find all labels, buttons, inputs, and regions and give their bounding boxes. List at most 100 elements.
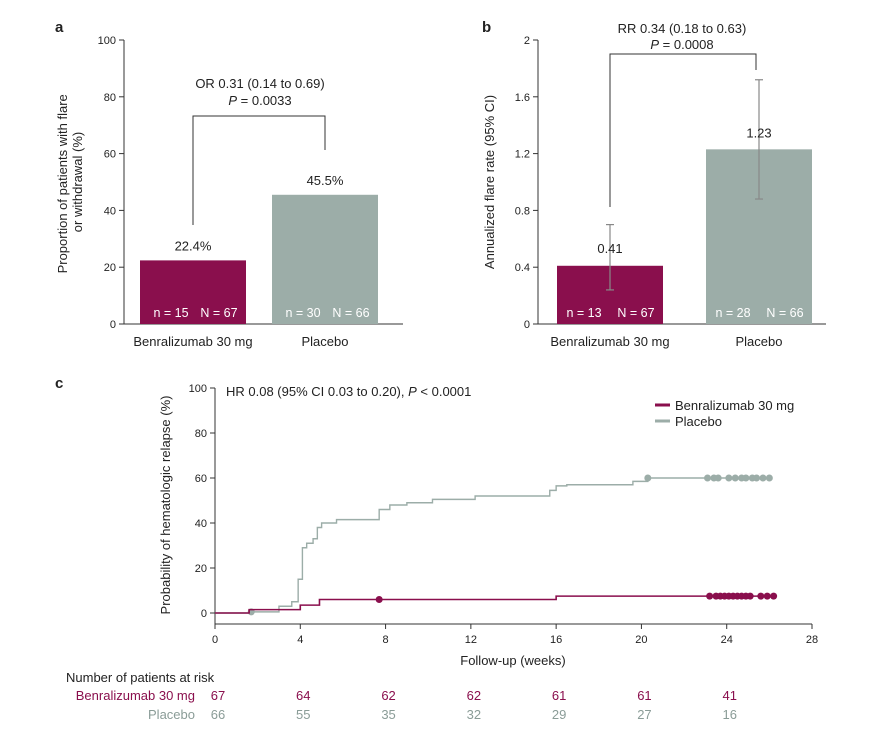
risk-value: 35 [381,707,395,722]
c-x-tick-label: 4 [297,634,303,646]
risk-table-title: Number of patients at risk [66,670,215,685]
a-bar-0 [140,260,246,324]
b-rate-ratio-text: RR 0.34 (0.18 to 0.63) [618,21,747,36]
risk-table: Number of patients at risk Benralizumab … [66,670,737,722]
a-value-label: 45.5% [307,173,344,188]
c-censor-mark-benralizumab [770,592,778,600]
legend-label-placebo: Placebo [675,414,722,429]
a-bar-N-label: N = 66 [332,306,369,320]
a-y-tick-label: 20 [104,262,116,274]
a-bar-n-label: n = 30 [285,306,320,320]
c-x-tick-label: 24 [721,634,733,646]
b-bar-N-label: N = 67 [617,306,654,320]
c-y-tick-label: 20 [195,563,207,575]
c-censor-mark-placebo [725,474,733,482]
b-bar-N-label: N = 66 [766,306,803,320]
b-y-tick-label: 0.8 [515,205,530,217]
b-y-tick-label: 1.2 [515,149,530,161]
risk-value: 16 [722,707,736,722]
c-x-axis-label: Follow-up (weeks) [460,653,565,668]
risk-value: 64 [296,688,310,703]
a-bar-N-label: N = 67 [200,306,237,320]
c-y-tick-label: 0 [201,608,207,620]
c-x-tick-label: 20 [635,634,647,646]
risk-value: 61 [637,688,651,703]
c-censor-mark-benralizumab [375,596,383,603]
c-censor-mark-placebo [731,474,739,482]
a-p-value-text: P = 0.0033 [228,93,291,108]
b-comparison-bracket [609,53,757,207]
b-value-label: 1.23 [746,125,771,140]
panel-c-kaplan-meier: 0 20 40 60 80 100 0 4 8 12 16 20 24 28 Probability o… [158,383,818,668]
c-x-tick-label: 16 [550,634,562,646]
c-y-axis-label: Probability of hematologic relapse (%) [158,396,173,615]
panel-a-bar-chart: 0 20 40 60 80 100 Proportion of patients with… [55,35,403,349]
c-x-tick-label: 12 [465,634,477,646]
risk-value: 67 [211,688,225,703]
c-censor-mark-benralizumab [706,592,714,600]
a-y-axis-label: Proportion of patients with flare or wit… [55,91,85,274]
c-censor-mark-placebo [759,474,767,482]
c-censor-mark-benralizumab [746,592,754,600]
a-y-tick-label: 40 [104,205,116,217]
risk-value: 55 [296,707,310,722]
b-y-tick-label: 0.4 [515,262,530,274]
b-y-axis-label: Annualized flare rate (95% CI) [482,95,497,269]
b-y-tick-label: 1.6 [515,92,530,104]
c-censor-mark-placebo [753,474,761,482]
c-curve-benralizumab [215,595,774,614]
c-y-tick-label: 80 [195,428,207,440]
a-y-tick-label: 0 [110,319,116,331]
c-hazard-ratio-text: HR 0.08 (95% CI 0.03 to 0.20), P < 0.000… [226,384,471,399]
b-bar-n-label: n = 13 [566,306,601,320]
panel-label-a: a [55,19,64,36]
a-comparison-bracket [192,115,326,225]
risk-value: 66 [211,707,225,722]
b-category-label: Benralizumab 30 mg [550,334,669,349]
b-value-label: 0.41 [597,241,622,256]
a-bar-n-label: n = 15 [153,306,188,320]
c-censor-mark-benralizumab [757,592,765,600]
c-censor-mark-placebo [742,474,750,482]
b-y-tick-label: 0 [524,319,530,331]
risk-value: 62 [381,688,395,703]
a-y-tick-label: 60 [104,149,116,161]
risk-value: 62 [467,688,481,703]
b-y-tick-label: 2 [524,35,530,47]
legend-label-benralizumab: Benralizumab 30 mg [675,398,794,413]
c-x-tick-label: 8 [383,634,389,646]
c-legend: Benralizumab 30 mg Placebo [655,398,794,429]
c-censor-mark-placebo [704,474,712,482]
a-category-label: Placebo [302,334,349,349]
c-x-tick-label: 0 [212,634,218,646]
a-category-label: Benralizumab 30 mg [133,334,252,349]
b-bar-n-label: n = 28 [715,306,750,320]
risk-value: 32 [467,707,481,722]
c-y-tick-label: 60 [195,473,207,485]
a-y-tick-label: 100 [98,35,116,47]
panel-label-b: b [482,19,491,36]
panel-label-c: c [55,375,63,392]
b-category-label: Placebo [736,334,783,349]
risk-row-label-benralizumab: Benralizumab 30 mg [76,688,195,703]
c-x-tick-label: 28 [806,634,818,646]
c-censor-mark-placebo [644,474,652,482]
risk-value: 27 [637,707,651,722]
a-odds-ratio-text: OR 0.31 (0.14 to 0.69) [195,76,324,91]
a-bar-1 [272,194,378,324]
c-curve-placebo [215,477,770,614]
c-y-tick-label: 100 [189,383,207,395]
risk-value: 61 [552,688,566,703]
c-censor-mark-placebo [714,474,722,482]
c-censor-mark-benralizumab [763,592,771,600]
a-y-tick-label: 80 [104,92,116,104]
b-p-value-text: P = 0.0008 [650,37,713,52]
risk-value: 29 [552,707,566,722]
a-value-label: 22.4% [175,238,212,253]
c-y-tick-label: 40 [195,518,207,530]
risk-value: 41 [722,688,736,703]
c-censor-mark-placebo [765,474,773,482]
panel-b-bar-chart: 0 0.4 0.8 1.2 1.6 2 Annualized flare rate (95… [482,21,826,349]
risk-row-label-placebo: Placebo [148,707,195,722]
